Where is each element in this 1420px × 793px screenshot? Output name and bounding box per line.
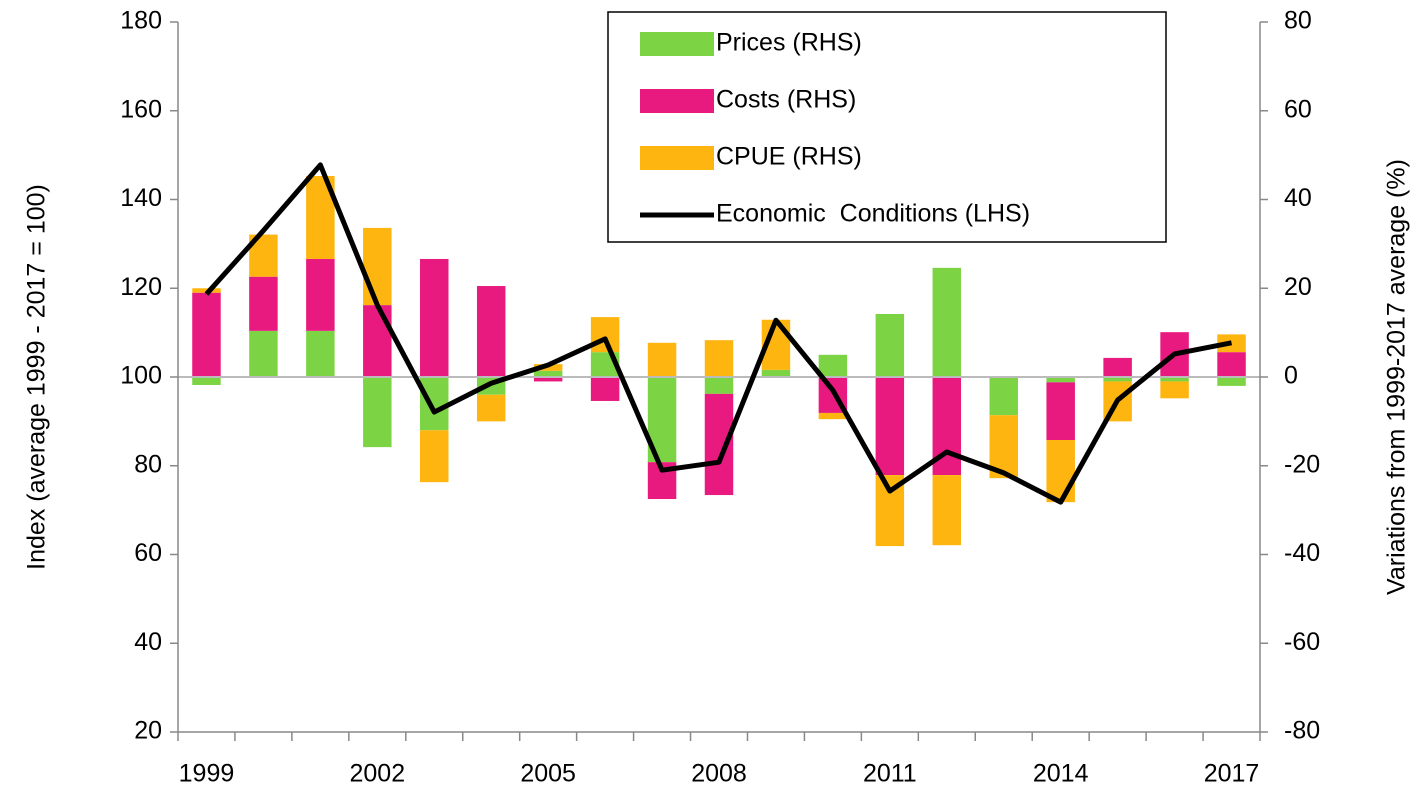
x-tick-label: 2017 bbox=[1204, 760, 1260, 788]
legend-label: Costs (RHS) bbox=[716, 86, 856, 114]
x-tick-label: 2014 bbox=[1033, 760, 1089, 788]
bar bbox=[704, 393, 734, 496]
legend-swatch bbox=[640, 32, 714, 56]
bar bbox=[761, 369, 791, 377]
x-tick-label: 1999 bbox=[179, 760, 235, 788]
bar bbox=[1046, 440, 1075, 503]
bar bbox=[704, 377, 734, 394]
bar bbox=[249, 276, 278, 331]
bar bbox=[249, 330, 278, 377]
y2-tick-label: 40 bbox=[1284, 184, 1312, 212]
bar bbox=[306, 258, 335, 331]
bar bbox=[533, 370, 563, 377]
bar bbox=[647, 342, 677, 377]
y2-tick-label: -80 bbox=[1284, 717, 1320, 745]
bar bbox=[420, 430, 449, 483]
bar bbox=[704, 340, 734, 377]
bar bbox=[1046, 382, 1075, 441]
y-tick-label: 180 bbox=[120, 7, 162, 35]
x-tick-label: 2008 bbox=[691, 760, 747, 788]
y2-tick-label: 60 bbox=[1284, 95, 1312, 123]
bar bbox=[1160, 381, 1189, 399]
x-tick-label: 2005 bbox=[520, 760, 576, 788]
bar bbox=[192, 377, 221, 385]
y-axis-title: Index (average 1999 - 2017 = 100) bbox=[23, 184, 51, 570]
legend-swatch bbox=[640, 89, 714, 113]
bar bbox=[420, 258, 449, 377]
y-tick-label: 120 bbox=[120, 273, 162, 301]
bar bbox=[875, 377, 905, 476]
bar bbox=[192, 292, 221, 377]
legend-label: Economic Conditions (LHS) bbox=[716, 200, 1030, 228]
bar bbox=[1103, 357, 1132, 377]
bar bbox=[306, 330, 335, 377]
bar bbox=[363, 377, 392, 448]
x-tick-label: 2011 bbox=[863, 760, 917, 788]
y-tick-label: 20 bbox=[134, 717, 162, 745]
y-tick-label: 100 bbox=[120, 362, 162, 390]
bar bbox=[1217, 352, 1246, 377]
bar bbox=[1160, 377, 1189, 382]
bar bbox=[989, 377, 1018, 416]
bar bbox=[533, 377, 563, 382]
bar bbox=[932, 267, 962, 377]
y2-tick-label: -20 bbox=[1284, 450, 1320, 478]
bar bbox=[875, 313, 905, 377]
y-tick-label: 140 bbox=[120, 184, 162, 212]
bar bbox=[420, 377, 449, 431]
legend-swatch bbox=[640, 146, 714, 170]
bar bbox=[1103, 377, 1132, 382]
bar bbox=[590, 377, 620, 401]
y2-axis-title: Variations from 1999-2017 average (%) bbox=[1383, 159, 1411, 595]
legend-label: CPUE (RHS) bbox=[716, 143, 862, 171]
bar bbox=[1217, 377, 1246, 386]
bar bbox=[932, 475, 962, 546]
bar bbox=[818, 354, 848, 377]
line bbox=[204, 162, 1233, 505]
y2-tick-label: 80 bbox=[1284, 7, 1312, 35]
y2-tick-label: -40 bbox=[1284, 539, 1320, 567]
bar bbox=[476, 286, 506, 377]
y-tick-label: 40 bbox=[134, 628, 162, 656]
y2-tick-label: -60 bbox=[1284, 628, 1320, 656]
y2-tick-label: 20 bbox=[1284, 273, 1312, 301]
bar bbox=[1046, 377, 1075, 383]
x-tick-label: 2002 bbox=[350, 760, 406, 788]
y2-tick-label: 0 bbox=[1284, 362, 1298, 390]
bar bbox=[363, 227, 392, 306]
bar bbox=[590, 317, 620, 353]
bar bbox=[476, 394, 506, 422]
y-tick-label: 60 bbox=[134, 539, 162, 567]
legend-label: Prices (RHS) bbox=[716, 29, 862, 57]
y-tick-label: 160 bbox=[120, 95, 162, 123]
bar bbox=[818, 412, 848, 420]
y-tick-label: 80 bbox=[134, 450, 162, 478]
bar bbox=[363, 305, 392, 377]
